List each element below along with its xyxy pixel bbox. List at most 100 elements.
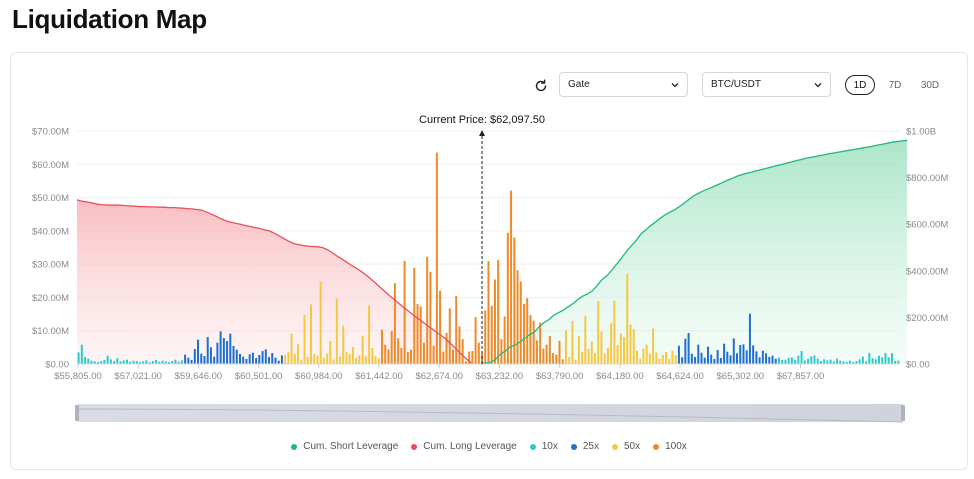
left-axis-tick-label: $60.00M — [32, 160, 69, 171]
bar-100x — [481, 353, 484, 364]
bar-100x — [506, 232, 509, 364]
bar-50x — [332, 359, 335, 364]
bar-100x — [513, 237, 516, 364]
bar-10x — [852, 362, 855, 364]
bar-10x — [816, 358, 819, 364]
bar-100x — [452, 349, 454, 364]
bar-50x — [351, 347, 354, 364]
bar-50x — [671, 350, 674, 364]
bar-100x — [390, 331, 393, 364]
bar-50x — [345, 352, 348, 364]
bar-25x — [219, 331, 222, 364]
bar-100x — [397, 338, 400, 364]
bar-50x — [374, 356, 377, 364]
x-axis-tick-label: $65,302.00 — [717, 371, 765, 382]
right-axis-tick-label: $600.00M — [906, 220, 948, 231]
chevron-down-icon — [671, 81, 679, 89]
bar-10x — [861, 356, 864, 364]
refresh-button[interactable] — [531, 76, 551, 96]
legend-item-10x[interactable]: 10x — [529, 441, 558, 452]
bar-10x — [890, 353, 893, 364]
bar-50x — [648, 353, 651, 364]
bar-100x — [510, 190, 513, 364]
bar-50x — [300, 359, 303, 364]
bar-10x — [842, 361, 845, 364]
bar-25x — [765, 353, 768, 364]
bar-25x — [216, 342, 219, 364]
bar-100x — [468, 351, 471, 364]
bar-100x — [548, 336, 551, 364]
bar-100x — [384, 344, 387, 364]
page-title: Liquidation Map — [12, 4, 207, 34]
bar-50x — [581, 351, 584, 364]
legend-item-100x[interactable]: 100x — [653, 441, 687, 452]
legend-item-25x[interactable]: 25x — [570, 441, 599, 452]
bar-100x — [429, 271, 432, 364]
legend-dot-10x — [529, 443, 536, 450]
right-axis-tick-label: $800.00M — [906, 173, 948, 184]
bar-10x — [839, 360, 842, 364]
legend-item-50x[interactable]: 50x — [611, 441, 640, 452]
bar-100x — [535, 340, 538, 364]
legend-item-cum-short[interactable]: Cum. Short Leverage — [291, 441, 398, 452]
bar-10x — [87, 358, 90, 364]
bar-25x — [736, 353, 739, 364]
bar-50x — [632, 329, 635, 364]
bar-10x — [887, 357, 890, 364]
timeframe-1d-tab[interactable]: 1D — [845, 75, 875, 95]
bar-25x — [700, 352, 703, 364]
legend-dot-long — [411, 443, 418, 450]
current-price-arrow-icon — [479, 130, 486, 136]
bar-50x — [623, 337, 626, 364]
bar-10x — [164, 361, 167, 364]
bar-10x — [106, 355, 109, 364]
bar-50x — [335, 298, 338, 364]
bar-50x — [313, 354, 316, 364]
bar-50x — [590, 341, 593, 364]
bar-25x — [729, 355, 732, 364]
bar-100x — [410, 349, 413, 364]
bar-10x — [848, 360, 851, 364]
bar-10x — [819, 361, 822, 364]
pair-select[interactable]: BTC/USDT — [702, 72, 831, 97]
bar-100x — [500, 339, 503, 364]
legend-label: 10x — [541, 441, 558, 452]
legend-item-cum-long[interactable]: Cum. Long Leverage — [411, 441, 517, 452]
slider-preview-line — [76, 408, 904, 423]
slider-right-handle — [901, 405, 905, 421]
range-slider[interactable] — [75, 404, 905, 423]
bar-25x — [687, 333, 690, 364]
bar-10x — [858, 359, 861, 364]
bar-50x — [645, 344, 648, 364]
bar-50x — [303, 315, 306, 364]
bar-50x — [584, 315, 587, 364]
bar-100x — [403, 260, 406, 364]
exchange-select[interactable]: Gate — [559, 72, 688, 97]
bar-50x — [364, 356, 367, 364]
x-axis-tick-label: $62,674.00 — [415, 371, 463, 382]
bar-50x — [568, 357, 571, 364]
bar-50x — [616, 345, 619, 364]
bar-50x — [564, 330, 567, 364]
bar-10x — [129, 361, 132, 364]
bar-10x — [781, 360, 784, 364]
timeframe-30d-tab[interactable]: 30D — [920, 79, 940, 91]
bar-100x — [393, 283, 396, 364]
bar-100x — [545, 344, 548, 364]
bar-50x — [339, 356, 342, 364]
bar-25x — [732, 338, 735, 364]
bar-100x — [445, 332, 448, 364]
bar-10x — [810, 356, 813, 364]
bar-25x — [755, 351, 758, 364]
bar-50x — [329, 341, 332, 364]
x-axis-tick-label: $60,501.00 — [235, 371, 283, 382]
bar-10x — [158, 361, 161, 364]
bar-100x — [555, 354, 558, 364]
bar-50x — [377, 358, 380, 364]
x-axis-tick-label: $63,790.00 — [536, 371, 584, 382]
left-axis-tick-label: $10.00M — [32, 326, 69, 337]
bar-100x — [426, 256, 429, 364]
bar-100x — [455, 296, 458, 364]
timeframe-7d-tab[interactable]: 7D — [888, 79, 902, 91]
bar-25x — [232, 346, 235, 364]
